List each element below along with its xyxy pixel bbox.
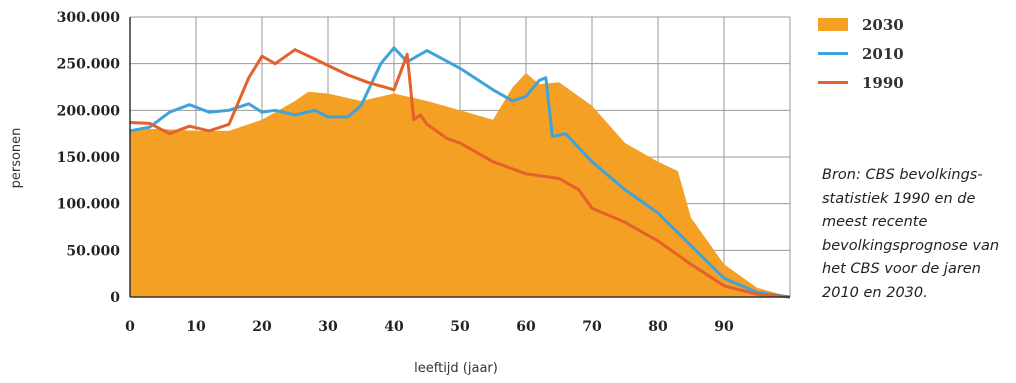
y-tick-label: 300.000	[57, 10, 121, 26]
x-tick-label: 60	[516, 319, 536, 335]
y-tick-label: 50.000	[66, 243, 120, 259]
y-axis-title: personen	[9, 128, 24, 189]
legend-item-2030: 2030	[818, 10, 904, 39]
y-tick-label: 100.000	[57, 197, 121, 213]
x-tick-label: 0	[125, 319, 135, 335]
legend-label-2010: 2010	[862, 44, 904, 63]
line-series-1990	[129, 48, 791, 299]
x-tick-label: 80	[648, 319, 668, 335]
x-tick-label: 20	[252, 319, 272, 335]
y-tick-label: 200.000	[57, 103, 121, 119]
x-tick-label: 10	[186, 319, 206, 335]
axis-layer	[129, 17, 790, 298]
x-axis-title: leeftijd (jaar)	[414, 361, 498, 376]
y-tick-label: 150.000	[57, 150, 121, 166]
area-layer	[130, 73, 790, 297]
x-tick-label: 40	[384, 319, 404, 335]
x-tick-label: 90	[714, 319, 734, 335]
tick-labels: 0 50.000 100.000 150.000 200.000 250.000 300.0…	[57, 10, 734, 335]
legend-label-2030: 2030	[862, 15, 904, 34]
area-series-2030	[130, 73, 790, 297]
legend: 2030 2010 1990	[818, 10, 904, 97]
x-tick-label: 70	[582, 319, 602, 335]
legend-swatch-2030	[818, 18, 848, 31]
legend-label-1990: 1990	[862, 73, 904, 92]
legend-item-2010: 2010	[818, 39, 904, 68]
y-tick-label: 0	[110, 290, 120, 306]
x-tick-label: 30	[318, 319, 338, 335]
y-tick-label: 250.000	[57, 57, 121, 73]
legend-swatch-2010	[818, 52, 848, 55]
source-note: Bron: CBS bevolkings-statistiek 1990 en …	[822, 167, 1000, 301]
line-layer	[129, 46, 791, 299]
x-tick-label: 50	[450, 319, 470, 335]
legend-item-1990: 1990	[818, 68, 904, 97]
legend-swatch-1990	[818, 81, 848, 84]
